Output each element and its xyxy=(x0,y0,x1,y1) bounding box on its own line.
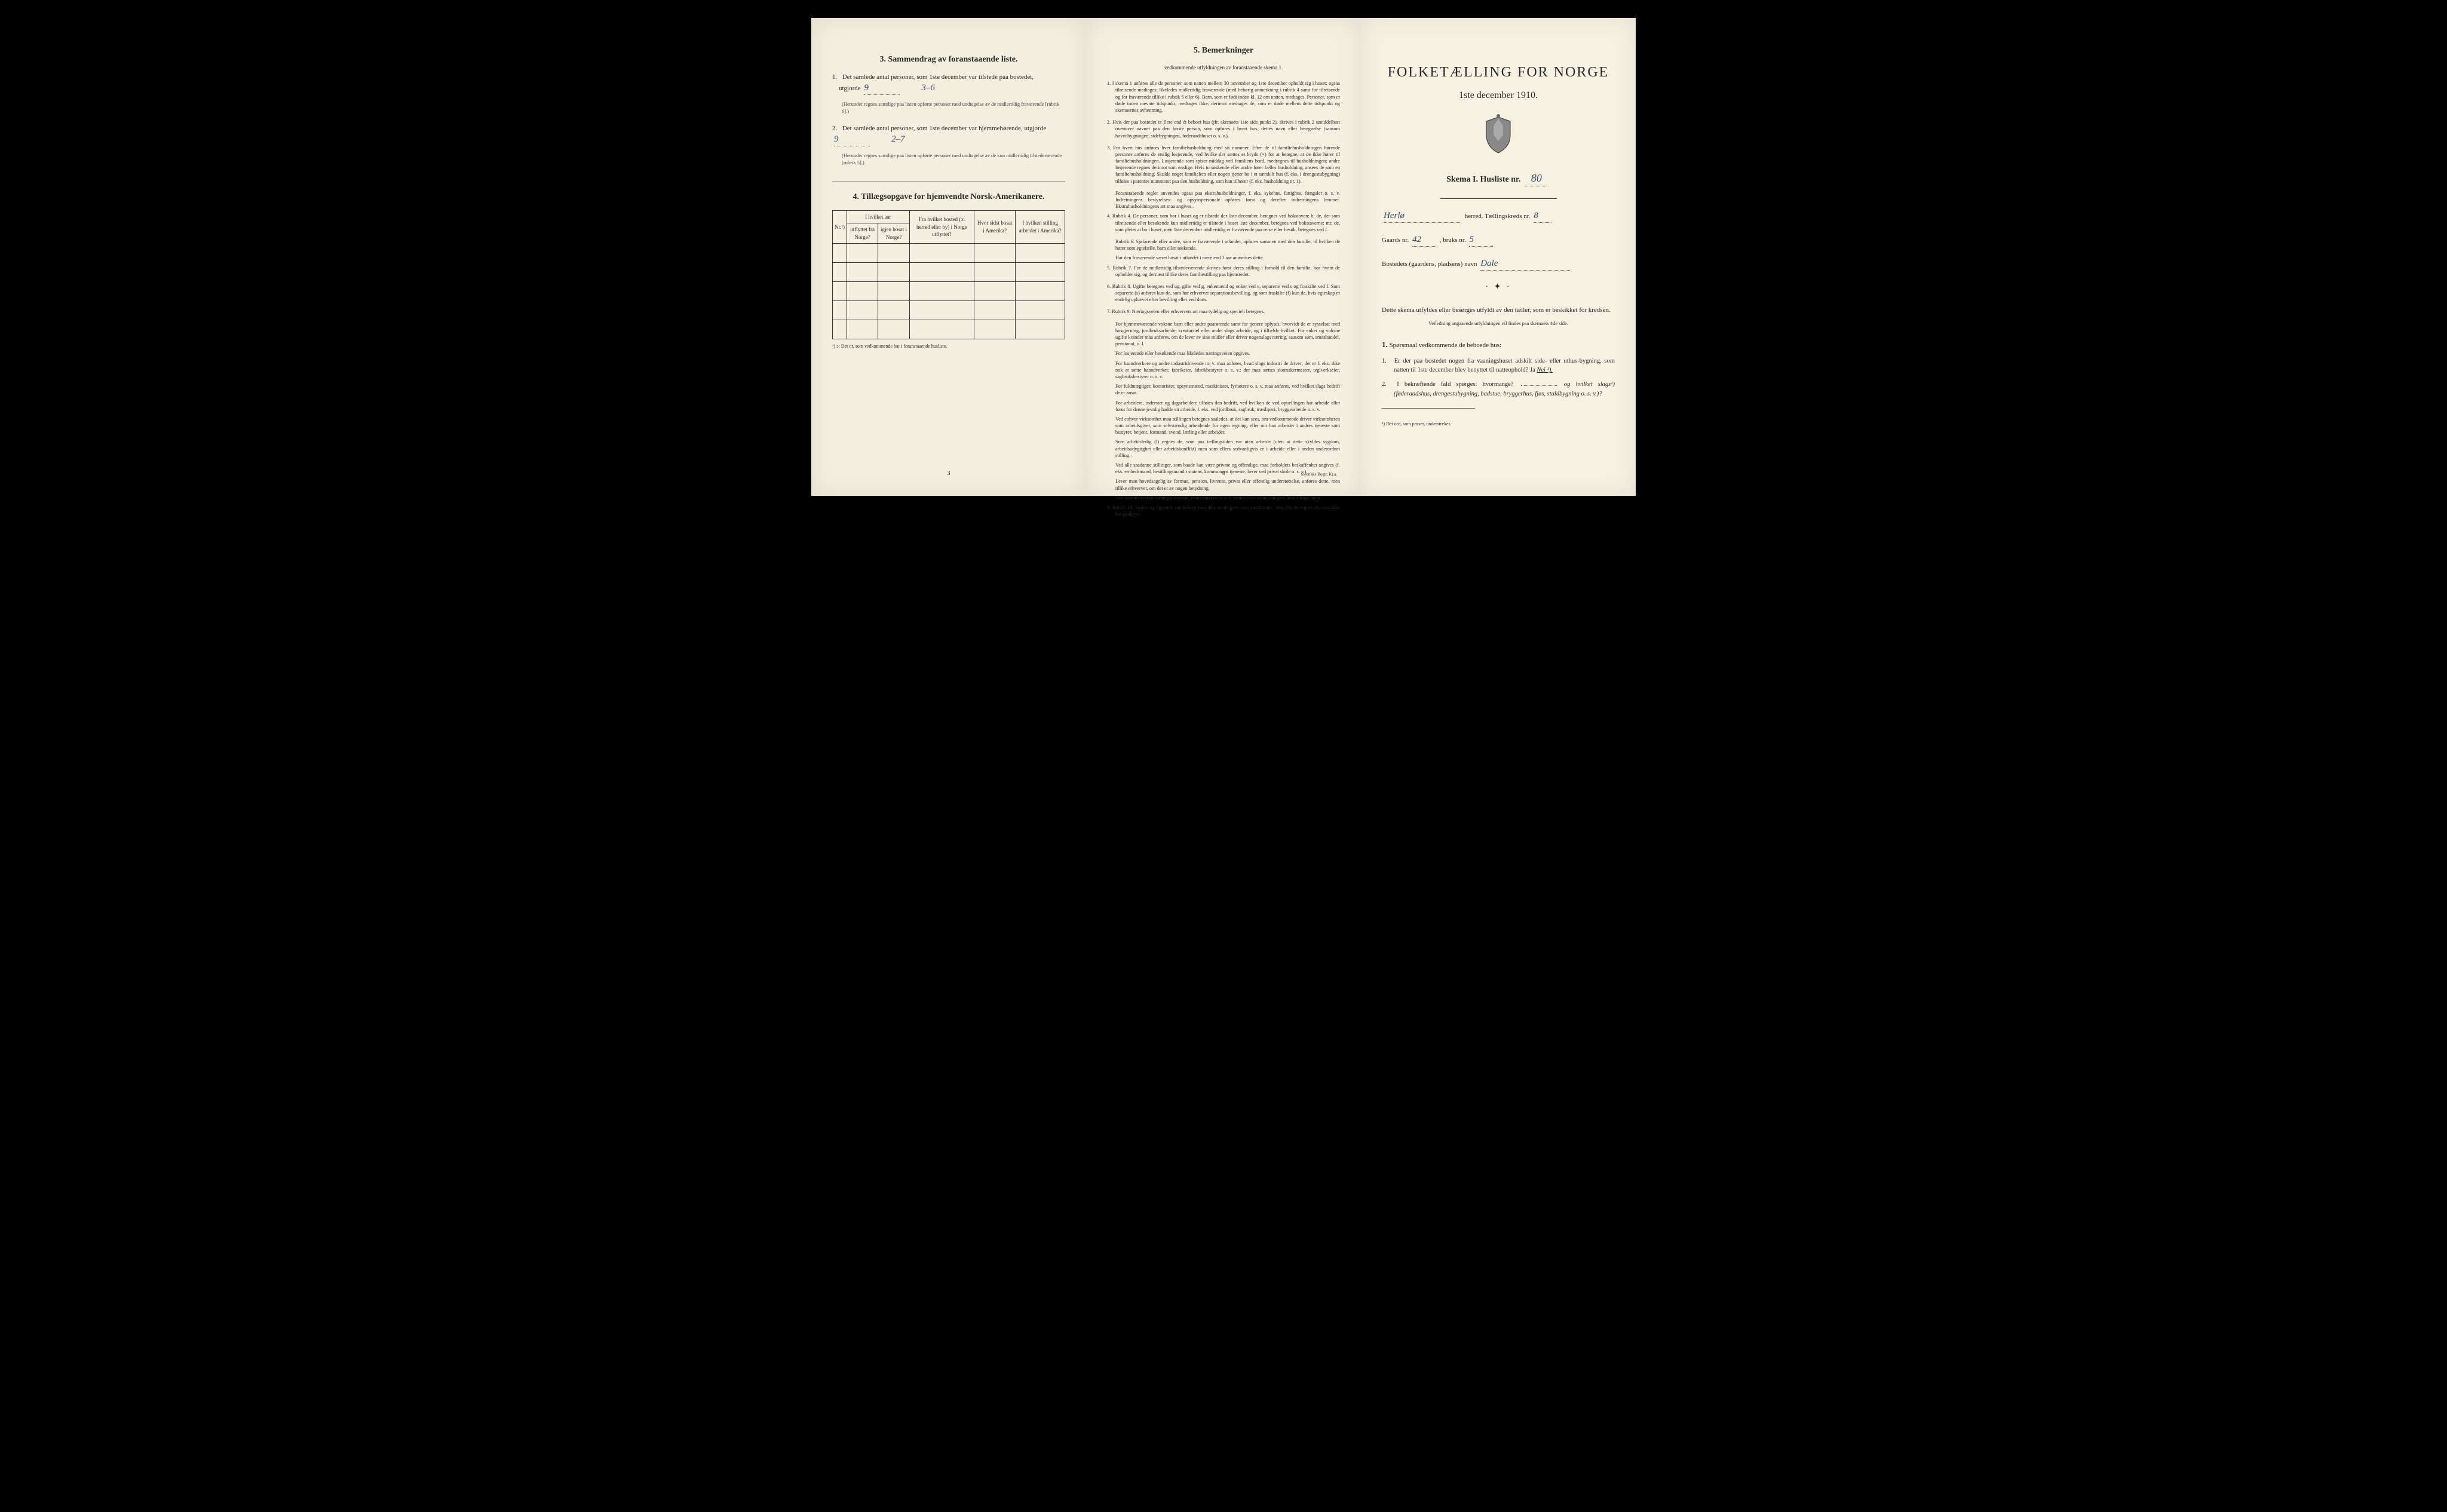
printer-mark: Steen'ske Bogtr. Kr.a. xyxy=(1301,472,1337,478)
range-2: 2–7 xyxy=(891,134,905,144)
remarks-list: 1. I skema 1 anføres alle de personer, s… xyxy=(1107,80,1340,185)
census-date: 1ste december 1910. xyxy=(1382,89,1615,102)
para-7h: Som arbeidsledig (l) regnes de, som paa … xyxy=(1115,438,1340,459)
value-hjemme: 9 xyxy=(834,134,839,144)
remark-3: 3. For hvert hus anføres hver familiehus… xyxy=(1107,145,1340,185)
remark-8: 8. Rubrik 14. Sinker og lignende aandssl… xyxy=(1107,504,1340,517)
para-7g: Ved enhver virksomhet maa stillingen bet… xyxy=(1115,416,1340,436)
bosted-line: Bostedets (gaardens, pladsens) navn Dale xyxy=(1382,257,1615,271)
question-2: 2. I bekræftende fald spørges: hvormange… xyxy=(1394,380,1615,399)
section4-heading: 4. Tillægsopgave for hjemvendte Norsk-Am… xyxy=(832,191,1065,203)
table-row xyxy=(833,244,1065,263)
summary-item-1: 1. Det samlede antal personer, som 1ste … xyxy=(832,73,1065,95)
husliste-nr: 80 xyxy=(1531,172,1542,184)
section3-heading: 3. Sammendrag av foranstaaende liste. xyxy=(832,54,1065,66)
remark-6: 6. Rubrik 8. Ugifte betegnes ved ug, gif… xyxy=(1107,283,1340,303)
table-row xyxy=(833,263,1065,282)
sub-instruction: Veiledning angaaende utfyldningen vil fi… xyxy=(1382,320,1615,327)
bruks-nr: 5 xyxy=(1469,235,1474,244)
remarks-subheading: vedkommende utfyldningen av foranstaaend… xyxy=(1107,64,1340,72)
para-7d: For haandverkere og andre industridriven… xyxy=(1115,360,1340,381)
table-row xyxy=(833,282,1065,301)
answer-nei: Nei ¹). xyxy=(1537,367,1552,373)
para-7f: For arbeidere, inderster og dagarbeidere… xyxy=(1115,400,1340,413)
para-7c: For losjerende eller besøkende maa likel… xyxy=(1115,350,1340,357)
page-middle: 5. Bemerkninger vedkommende utfyldningen… xyxy=(1086,18,1361,496)
skema-line: Skema I. Husliste nr. 80 xyxy=(1382,171,1615,186)
table-row xyxy=(833,320,1065,339)
page-number-3: 3 xyxy=(947,470,950,478)
para-7j: Lever man hovedsagelig av formue, pensio… xyxy=(1115,478,1340,491)
table-footnote: ¹) ɔ: Det nr. som vedkommende har i fora… xyxy=(832,343,1065,349)
question-1: 1. Er der paa bostedet nogen fra vaaning… xyxy=(1394,357,1615,376)
herred-line: Herlø herred. Tællingskreds nr. 8 xyxy=(1382,210,1615,223)
herred-value: Herlø xyxy=(1384,211,1405,220)
gaards-line: Gaards nr. 42 , bruks nr. 5 xyxy=(1382,234,1615,247)
footnote-p3: ¹) Det ord, som passer, understrekes. xyxy=(1382,421,1615,427)
note-2: (Herunder regnes samtlige paa listen opf… xyxy=(842,152,1065,167)
ornament-icon: · ✦ · xyxy=(1382,281,1615,293)
remarks-heading: 5. Bemerkninger xyxy=(1107,45,1340,57)
remark-7: 7. Rubrik 9. Næringsveien eller erhverve… xyxy=(1107,308,1340,315)
remark-2: 2. Hvis der paa bostedet er flere end ét… xyxy=(1107,119,1340,139)
coat-of-arms-icon xyxy=(1480,114,1516,156)
table-row xyxy=(833,301,1065,320)
instruction-text: Dette skema utfyldes eller besørges utfy… xyxy=(1382,305,1615,316)
para-7b: For hjemmeværende voksne barn eller andr… xyxy=(1115,321,1340,348)
question-heading: 1. Spørsmaal vedkommende de beboede hus: xyxy=(1382,339,1615,350)
range-1: 3–6 xyxy=(921,83,935,93)
emigrant-table: Nr.¹) I hvilket aar Fra hvilket bosted (… xyxy=(832,210,1065,340)
bosted-value: Dale xyxy=(1480,259,1498,268)
para-3b: Foranstaaende regler anvendes ogsaa paa … xyxy=(1115,190,1340,210)
value-tilstede: 9 xyxy=(864,83,869,93)
para-4c: Har den fraværende været bosat i utlande… xyxy=(1115,254,1340,261)
para-7k: Ved forhenværende næringsdrivende, embed… xyxy=(1115,495,1340,501)
remark-1: 1. I skema 1 anføres alle de personer, s… xyxy=(1107,80,1340,114)
note-1: (Herunder regnes samtlige paa listen opf… xyxy=(842,101,1065,115)
page-right: FOLKETÆLLING FOR NORGE 1ste december 191… xyxy=(1361,18,1636,496)
census-title: FOLKETÆLLING FOR NORGE xyxy=(1382,63,1615,83)
summary-item-2: 2. Det samlede antal personer, som 1ste … xyxy=(832,124,1065,146)
remark-4: 4. Rubrik 4. De personer, som bor i huse… xyxy=(1107,213,1340,233)
kreds-nr: 8 xyxy=(1534,211,1538,220)
para-4b: Rubrik 6. Sjøfarende eller andre, som er… xyxy=(1115,238,1340,252)
remark-5: 5. Rubrik 7. For de midlertidig tilstede… xyxy=(1107,265,1340,278)
gaards-nr: 42 xyxy=(1412,235,1421,244)
para-7e: For fuldmægtiger, kontorister, opsynsmæn… xyxy=(1115,383,1340,396)
page-number-4: 4 xyxy=(1222,470,1225,478)
page-left: 3. Sammendrag av foranstaaende liste. 1.… xyxy=(811,18,1086,496)
